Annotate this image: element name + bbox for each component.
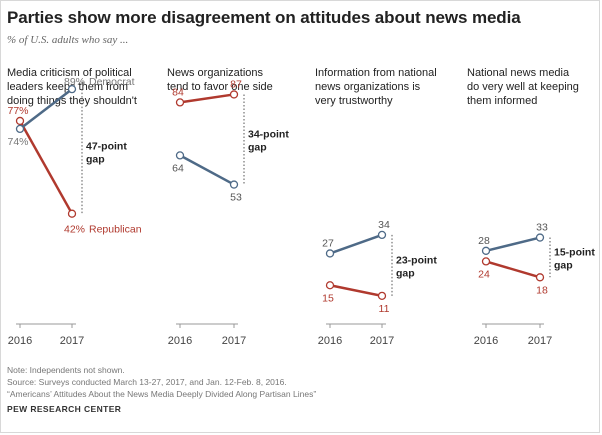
- panel-4-heading-line: do very well at keeping: [467, 81, 579, 93]
- panel-4-heading: National news media do very well at keepi…: [467, 66, 597, 108]
- panel-1-tick-label-2016: 2016: [8, 335, 32, 347]
- panel-1-republican-label-2016: 77%: [7, 105, 28, 117]
- panel-3-gap-label: gap: [396, 267, 415, 279]
- panel-4-democrat-point: [535, 233, 545, 242]
- panel-4-republican-label-2017: 18: [536, 284, 548, 296]
- panel-3-republican-line: [329, 284, 383, 298]
- panel-2-heading-line: tend to favor one side: [167, 81, 273, 93]
- panel-1-democrat-label-2017: 89%: [64, 76, 85, 88]
- panel-1-democrat-point: [67, 85, 77, 94]
- panel-3-republican-point: [377, 291, 387, 301]
- panel-1-heading-line: leaders keeps them from: [7, 81, 129, 93]
- pew-credit: PEW RESEARCH CENTER: [7, 404, 122, 414]
- panel-2-republican-label-2016: 84: [172, 86, 184, 98]
- panel-1-republican-label-2017: 42%: [64, 224, 85, 236]
- panel-2-democrat-label-2016: 64: [172, 162, 184, 174]
- panel-4-democrat-point: [481, 246, 491, 255]
- note-source: Source: Surveys conducted March 13-27, 2…: [7, 377, 287, 387]
- panel-4-democrat-label-2017: 33: [536, 222, 548, 234]
- panel-4-heading-line: National news media: [467, 67, 570, 79]
- panel-3-heading: Information from national news organizati…: [315, 66, 465, 108]
- panel-4-republican-point: [535, 273, 545, 282]
- panel-1-republican-series-label: Republican: [89, 224, 142, 236]
- panel-1-democrat-label-2016: 74%: [7, 136, 28, 148]
- panel-1-democrat-series-label: Democrat: [89, 76, 135, 88]
- panel-1-heading: Media criticism of political leaders keep…: [7, 66, 157, 108]
- panel-3-democrat-line: [329, 233, 383, 255]
- panel-1-heading-line: Media criticism of political: [7, 67, 132, 79]
- panel-4-republican-point: [481, 257, 491, 266]
- panel-3-democrat-point: [377, 230, 387, 240]
- panel-2-republican-line: [179, 93, 235, 104]
- panel-4-heading-line: them informed: [467, 95, 538, 107]
- panel-1-republican-line: [18, 120, 74, 215]
- panel-1-tick-label-2017: 2017: [60, 335, 84, 347]
- panel-3-heading-line: very trustworthy: [315, 95, 393, 107]
- panel-3-gap-label: 23-point: [396, 254, 437, 266]
- panel-3-democrat-label-2017: 34: [378, 219, 390, 231]
- panel-3-tick-label-2016: 2016: [318, 335, 342, 347]
- note-report-title: “Americans’ Attitudes About the News Med…: [7, 389, 317, 399]
- panel-2-gap-label: 34-point: [248, 129, 289, 141]
- panel-3-heading-line: news organizations is: [315, 81, 421, 93]
- panel-2-democrat-label-2017: 53: [230, 192, 242, 204]
- panel-1-democrat-line: [19, 88, 73, 130]
- panel-3-republican-label-2016: 15: [322, 292, 334, 304]
- panel-1-gap-label: 47-point: [86, 140, 127, 152]
- panel-1-democrat-point: [15, 124, 25, 134]
- panel-2-democrat-line: [179, 154, 235, 186]
- panel-4-democrat-line: [485, 236, 541, 253]
- panel-2-republican-point: [175, 98, 185, 107]
- panel-1-gap-label: gap: [86, 153, 105, 165]
- note-independents: Note: Independents not shown.: [7, 365, 125, 375]
- panel-3-tick-label-2017: 2017: [370, 335, 394, 347]
- panel-1-republican-point: [67, 209, 77, 218]
- panel-3-republican-label-2017: 11: [379, 303, 390, 315]
- panel-4-democrat-label-2016: 28: [478, 235, 490, 247]
- panel-2-democrat-point: [229, 180, 239, 189]
- panel-2-democrat-point: [175, 151, 185, 160]
- panel-3-republican-point: [325, 281, 335, 290]
- panel-2-republican-label-2017: 87: [230, 78, 242, 90]
- panel-4-tick-label-2017: 2017: [528, 335, 552, 347]
- panel-2-gap-label: gap: [248, 142, 267, 154]
- panel-2-republican-point: [229, 90, 239, 99]
- panel-2-tick-label-2017: 2017: [222, 335, 246, 347]
- panel-4-republican-label-2016: 24: [478, 268, 490, 280]
- panel-1-republican-point: [15, 116, 25, 126]
- panel-4-tick-label-2016: 2016: [474, 335, 498, 347]
- panel-4-republican-line: [485, 260, 541, 279]
- panel-4-gap-label: gap: [554, 259, 573, 271]
- chart-subtitle: % of U.S. adults who say ...: [7, 34, 129, 46]
- panel-2-heading-line: News organizations: [167, 67, 263, 79]
- panel-2-heading: News organizations tend to favor one side: [167, 66, 307, 94]
- chart-title: Parties show more disagreement on attitu…: [7, 8, 521, 27]
- panel-2-tick-label-2016: 2016: [168, 335, 192, 347]
- panel-4-gap-label: 15-point: [554, 246, 595, 258]
- panel-3-democrat-point: [325, 249, 335, 258]
- panel-3-democrat-label-2016: 27: [322, 237, 334, 249]
- panel-1-heading-line: doing things they shouldn't: [7, 95, 137, 107]
- panel-3-heading-line: Information from national: [315, 67, 437, 79]
